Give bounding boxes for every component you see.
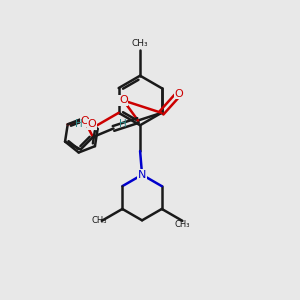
Text: N: N: [138, 170, 146, 180]
Text: O: O: [81, 116, 89, 127]
Text: H: H: [118, 118, 126, 128]
Text: CH₃: CH₃: [132, 39, 148, 48]
Text: H: H: [75, 119, 83, 130]
Text: O: O: [174, 89, 183, 99]
Text: CH₃: CH₃: [92, 216, 107, 225]
Text: O: O: [119, 95, 128, 106]
Text: CH₃: CH₃: [175, 220, 190, 229]
Text: O: O: [88, 119, 97, 130]
